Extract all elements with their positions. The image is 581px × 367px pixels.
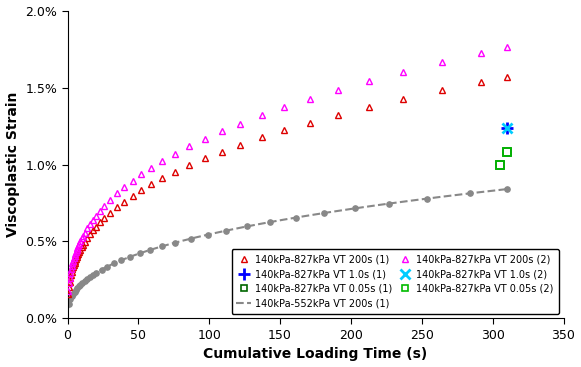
Legend: 140kPa-827kPa VT 200s (1), 140kPa-827kPa VT 1.0s (1), 140kPa-827kPa VT 0.05s (1): 140kPa-827kPa VT 200s (1), 140kPa-827kPa…: [231, 249, 559, 314]
Y-axis label: Viscoplastic Strain: Viscoplastic Strain: [6, 92, 20, 237]
X-axis label: Cumulative Loading Time (s): Cumulative Loading Time (s): [203, 348, 428, 361]
